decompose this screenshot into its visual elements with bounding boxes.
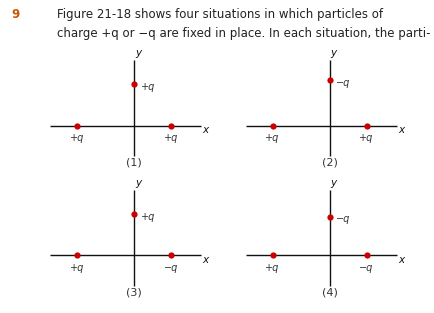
Text: +q: +q [265, 133, 279, 143]
Text: (3): (3) [126, 288, 141, 298]
Text: +q: +q [140, 212, 155, 222]
Text: (4): (4) [321, 288, 337, 298]
Text: −q: −q [335, 214, 350, 224]
Text: (1): (1) [126, 158, 141, 168]
Text: (2): (2) [321, 158, 337, 168]
Text: y: y [330, 178, 336, 188]
Text: +q: +q [358, 133, 373, 143]
Text: +q: +q [69, 263, 84, 273]
Text: Figure 21-18 shows four situations in which particles of: Figure 21-18 shows four situations in wh… [56, 8, 381, 21]
Text: y: y [135, 49, 141, 59]
Text: x: x [397, 255, 403, 265]
Text: 9: 9 [11, 8, 19, 21]
Text: x: x [202, 255, 208, 265]
Text: x: x [202, 125, 208, 135]
Text: −q: −q [163, 263, 178, 273]
Text: +q: +q [69, 133, 84, 143]
Text: +q: +q [265, 263, 279, 273]
Text: y: y [135, 178, 141, 188]
Text: +q: +q [140, 82, 155, 92]
Text: x: x [397, 125, 403, 135]
Text: charge +q or −q are fixed in place. In each situation, the parti-: charge +q or −q are fixed in place. In e… [56, 27, 429, 40]
Text: +q: +q [163, 133, 178, 143]
Text: −q: −q [358, 263, 373, 273]
Text: y: y [330, 49, 336, 59]
Text: −q: −q [335, 78, 350, 88]
